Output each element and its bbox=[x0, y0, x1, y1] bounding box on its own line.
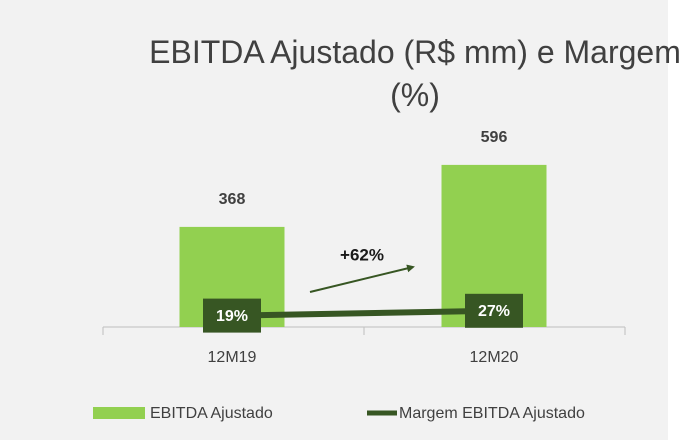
legend-label: Margem EBITDA Ajustado bbox=[399, 405, 585, 422]
chart-background bbox=[0, 0, 668, 440]
margin-label-box bbox=[465, 293, 523, 328]
margin-value-label: 19% bbox=[216, 308, 248, 325]
x-tick-label: 12M20 bbox=[470, 349, 519, 366]
annotation: +62% bbox=[340, 245, 384, 264]
bar-value-label: 368 bbox=[219, 191, 246, 208]
x-tick-label: 12M19 bbox=[208, 349, 257, 366]
growth-arrow bbox=[309, 264, 415, 293]
margin-label-box bbox=[203, 298, 261, 333]
legend-label: EBITDA Ajustado bbox=[150, 405, 273, 422]
margin-value-label: 27% bbox=[478, 303, 510, 320]
bar-value-label: 596 bbox=[481, 129, 508, 146]
margin-line bbox=[231, 307, 495, 319]
chart-title-group: EBITDA Ajustado (R$ mm) e Margem (%) bbox=[149, 34, 681, 113]
legend-swatch bbox=[93, 407, 145, 419]
chart-title: EBITDA Ajustado (R$ mm) e Margem (%) bbox=[149, 34, 681, 113]
